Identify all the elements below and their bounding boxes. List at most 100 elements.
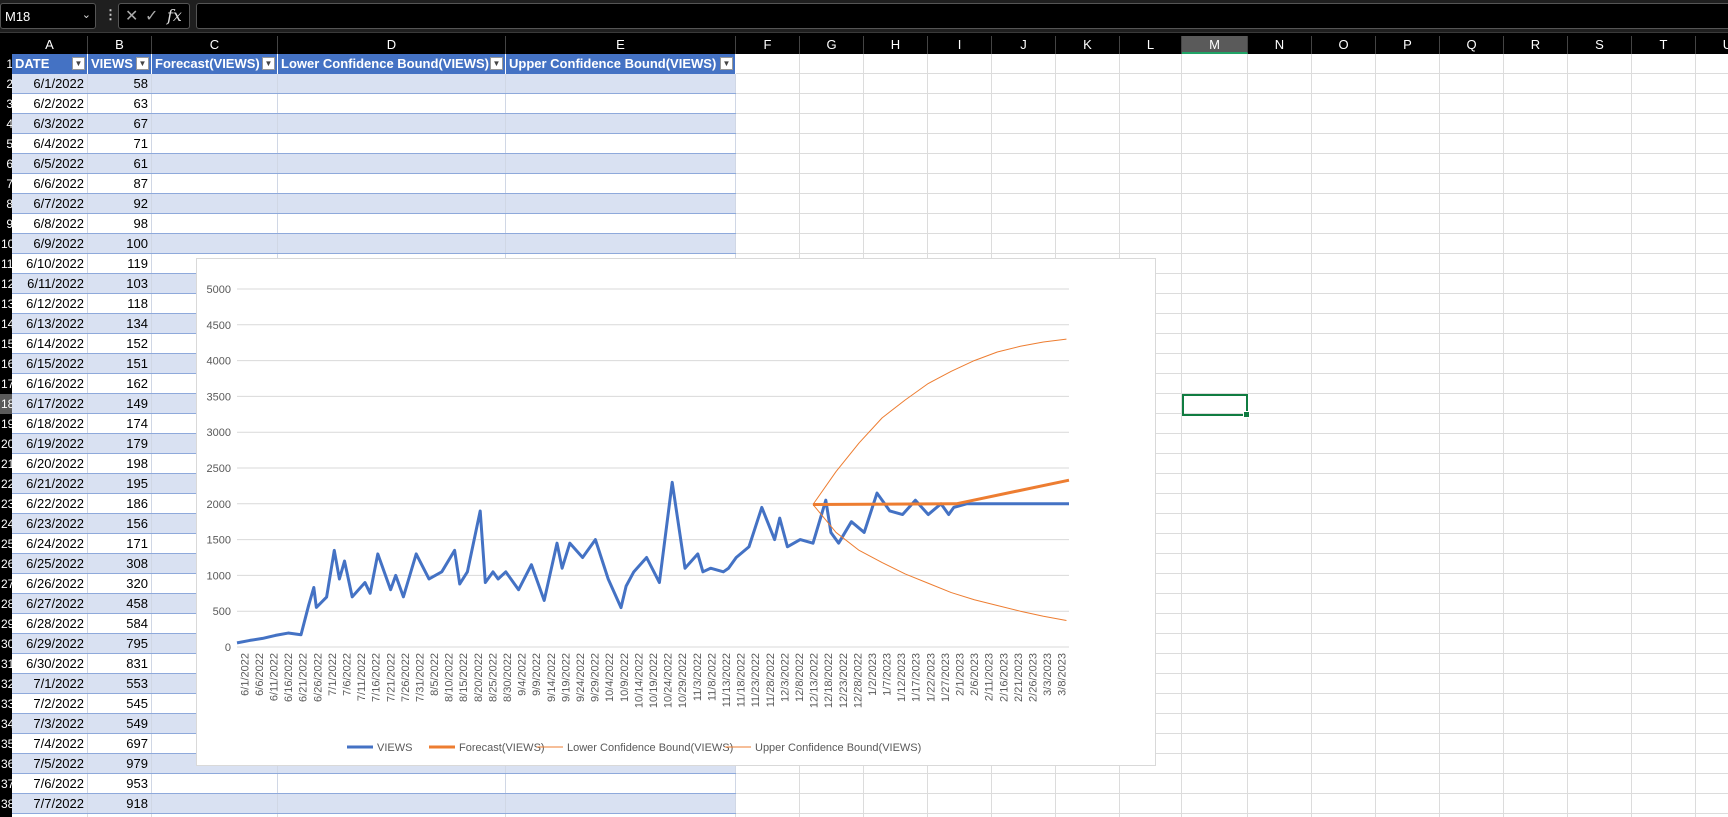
formula-input[interactable] [196, 3, 1728, 29]
row-header-36[interactable]: 36 [0, 754, 12, 774]
column-header-g[interactable]: G [800, 36, 864, 54]
empty-cell[interactable] [152, 774, 278, 794]
date-cell[interactable]: 6/30/2022 [12, 654, 88, 674]
chevron-down-icon[interactable]: ⌄ [81, 9, 91, 21]
row-header-38[interactable]: 38 [0, 794, 12, 814]
views-cell[interactable]: 697 [88, 734, 152, 754]
date-cell[interactable]: 6/24/2022 [12, 534, 88, 554]
date-cell[interactable]: 7/4/2022 [12, 734, 88, 754]
empty-cell[interactable] [278, 214, 506, 234]
empty-cell[interactable] [278, 194, 506, 214]
date-cell[interactable]: 6/22/2022 [12, 494, 88, 514]
column-header-h[interactable]: H [864, 36, 928, 54]
row-header-31[interactable]: 31 [0, 654, 12, 674]
views-cell[interactable]: 92 [88, 194, 152, 214]
empty-cell[interactable] [506, 774, 736, 794]
date-cell[interactable]: 6/12/2022 [12, 294, 88, 314]
empty-cell[interactable] [152, 234, 278, 254]
date-cell[interactable]: 6/2/2022 [12, 94, 88, 114]
empty-cell[interactable] [278, 134, 506, 154]
row-header-26[interactable]: 26 [0, 554, 12, 574]
row-header-33[interactable]: 33 [0, 694, 12, 714]
views-cell[interactable]: 171 [88, 534, 152, 554]
date-cell[interactable]: 6/25/2022 [12, 554, 88, 574]
views-cell[interactable]: 918 [88, 794, 152, 814]
empty-cell[interactable] [152, 214, 278, 234]
date-cell[interactable]: 6/18/2022 [12, 414, 88, 434]
date-cell[interactable]: 6/19/2022 [12, 434, 88, 454]
views-cell[interactable]: 98 [88, 214, 152, 234]
date-cell[interactable]: 6/23/2022 [12, 514, 88, 534]
insert-function-icon[interactable]: fx [167, 6, 182, 25]
empty-cell[interactable] [506, 94, 736, 114]
empty-cell[interactable] [152, 194, 278, 214]
select-all-corner[interactable] [0, 36, 12, 54]
row-header-32[interactable]: 32 [0, 674, 12, 694]
forecast-chart[interactable]: 0 500 1000 1500 2000 2500 3000 3500 4000 4500 5000… [196, 258, 1156, 766]
empty-cell[interactable] [152, 154, 278, 174]
views-cell[interactable]: 584 [88, 614, 152, 634]
row-header-14[interactable]: 14 [0, 314, 12, 334]
views-cell[interactable]: 545 [88, 694, 152, 714]
column-header-b[interactable]: B [88, 36, 152, 54]
row-header-22[interactable]: 22 [0, 474, 12, 494]
date-cell[interactable]: 6/11/2022 [12, 274, 88, 294]
table-header-cell[interactable]: Upper Confidence Bound(VIEWS) ▼ [506, 54, 736, 74]
row-header-28[interactable]: 28 [0, 594, 12, 614]
date-cell[interactable]: 6/5/2022 [12, 154, 88, 174]
views-cell[interactable]: 152 [88, 334, 152, 354]
row-header-19[interactable]: 19 [0, 414, 12, 434]
empty-cell[interactable] [278, 174, 506, 194]
views-cell[interactable]: 553 [88, 674, 152, 694]
row-header-25[interactable]: 25 [0, 534, 12, 554]
views-cell[interactable]: 119 [88, 254, 152, 274]
row-header-1[interactable]: 1 [0, 54, 12, 74]
row-header-7[interactable]: 7 [0, 174, 12, 194]
views-cell[interactable]: 61 [88, 154, 152, 174]
date-cell[interactable]: 6/17/2022 [12, 394, 88, 414]
row-header-37[interactable]: 37 [0, 774, 12, 794]
empty-cell[interactable] [278, 74, 506, 94]
table-header-cell[interactable]: Lower Confidence Bound(VIEWS) ▼ [278, 54, 506, 74]
row-header-11[interactable]: 11 [0, 254, 12, 274]
empty-cell[interactable] [506, 234, 736, 254]
date-cell[interactable]: 7/6/2022 [12, 774, 88, 794]
date-cell[interactable]: 6/1/2022 [12, 74, 88, 94]
empty-cell[interactable] [506, 214, 736, 234]
views-cell[interactable]: 63 [88, 94, 152, 114]
views-cell[interactable]: 831 [88, 654, 152, 674]
row-header-12[interactable]: 12 [0, 274, 12, 294]
row-header-24[interactable]: 24 [0, 514, 12, 534]
name-box[interactable]: M18 ⌄ [0, 3, 96, 29]
empty-cell[interactable] [278, 234, 506, 254]
date-cell[interactable]: 6/16/2022 [12, 374, 88, 394]
table-header-cell[interactable]: Forecast(VIEWS) ▼ [152, 54, 278, 74]
column-header-k[interactable]: K [1056, 36, 1120, 54]
row-header-2[interactable]: 2 [0, 74, 12, 94]
row-header-34[interactable]: 34 [0, 714, 12, 734]
date-cell[interactable]: 6/21/2022 [12, 474, 88, 494]
row-header-4[interactable]: 4 [0, 114, 12, 134]
date-cell[interactable]: 6/28/2022 [12, 614, 88, 634]
views-cell[interactable]: 156 [88, 514, 152, 534]
filter-dropdown-icon[interactable]: ▼ [136, 57, 149, 70]
row-header-21[interactable]: 21 [0, 454, 12, 474]
empty-cell[interactable] [152, 794, 278, 814]
views-cell[interactable]: 308 [88, 554, 152, 574]
date-cell[interactable]: 7/7/2022 [12, 794, 88, 814]
empty-cell[interactable] [278, 154, 506, 174]
empty-cell[interactable] [278, 114, 506, 134]
empty-cell[interactable] [506, 794, 736, 814]
empty-cell[interactable] [506, 174, 736, 194]
row-header-29[interactable]: 29 [0, 614, 12, 634]
date-cell[interactable]: 6/29/2022 [12, 634, 88, 654]
views-cell[interactable]: 58 [88, 74, 152, 94]
row-header-9[interactable]: 9 [0, 214, 12, 234]
date-cell[interactable]: 6/20/2022 [12, 454, 88, 474]
views-cell[interactable]: 162 [88, 374, 152, 394]
date-cell[interactable]: 6/26/2022 [12, 574, 88, 594]
empty-cell[interactable] [506, 74, 736, 94]
filter-dropdown-icon[interactable]: ▼ [262, 57, 275, 70]
date-cell[interactable]: 6/7/2022 [12, 194, 88, 214]
